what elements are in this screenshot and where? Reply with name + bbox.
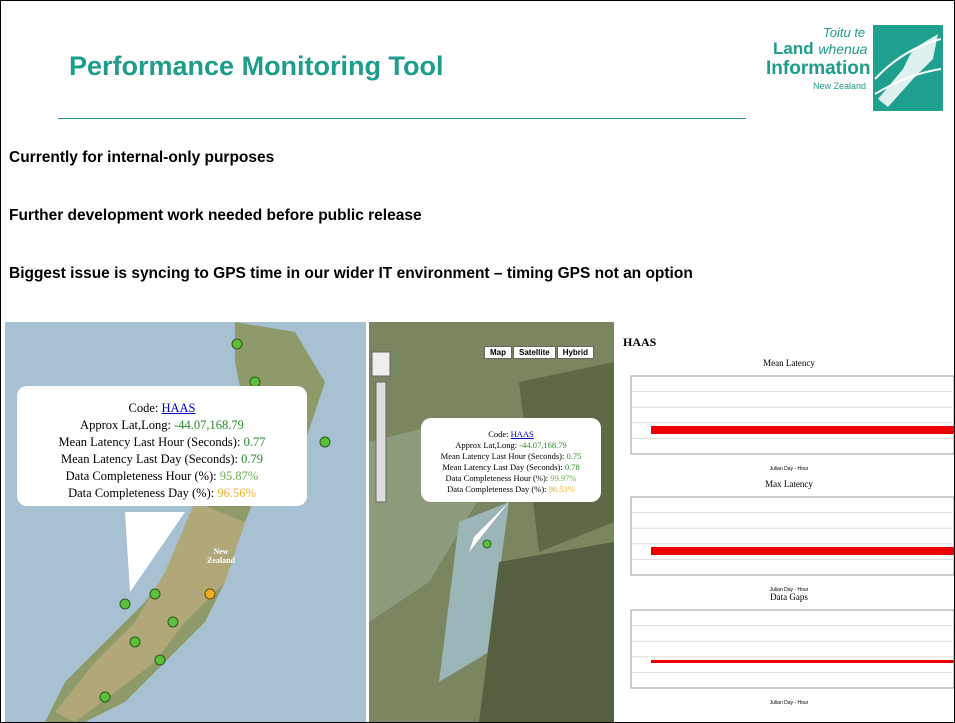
row-label: Data Completeness Hour (%): <box>445 473 548 483</box>
plot-frame <box>631 376 954 454</box>
logo-text: whenua <box>818 41 867 57</box>
row-value: 0.75 <box>566 451 581 461</box>
bullet: Further development work needed before p… <box>9 206 936 226</box>
row-label: Mean Latency Last Day (Seconds): <box>61 452 238 466</box>
station-link[interactable]: HAAS <box>161 401 195 415</box>
row-label: Approx Lat,Long: <box>455 440 517 450</box>
map-terrain <box>369 322 614 722</box>
panel-title: Mean Latency <box>763 358 815 368</box>
station-link[interactable]: HAAS <box>511 429 534 439</box>
code-label: Code: <box>128 401 158 415</box>
bullet: Currently for internal-only purposes <box>9 148 936 168</box>
panel-title: Data Gaps <box>770 592 808 602</box>
panel-title: Max Latency <box>765 479 813 489</box>
popup-row: Data Completeness Day (%): 96.53% <box>421 484 601 495</box>
popup-row: Approx Lat,Long: -44.07,168.79 <box>17 417 307 434</box>
popup-row: Mean Latency Last Hour (Seconds): 0.77 <box>17 434 307 451</box>
row-value: -44.07,168.79 <box>174 418 244 432</box>
signal-band <box>651 547 954 555</box>
logo-text: Land <box>773 39 814 58</box>
signal-band <box>651 660 954 663</box>
popup-row: Mean Latency Last Day (Seconds): 0.79 <box>17 451 307 468</box>
logo-text: Toitu te <box>823 25 865 40</box>
x-axis-label: Julian Day - Hour <box>770 466 809 472</box>
popup-row: Data Completeness Hour (%): 95.87% <box>17 468 307 485</box>
logo-text: Information <box>766 58 871 80</box>
row-label: Mean Latency Last Day (Seconds): <box>442 462 562 472</box>
row-value: 0.77 <box>244 435 266 449</box>
chart-panels: Mean Latency Julian Day - Hour Max Latency… <box>617 322 954 722</box>
popup-row: Data Completeness Day (%): 96.56% <box>17 485 307 502</box>
popup-row: Data Completeness Hour (%): 99.97% <box>421 473 601 484</box>
row-value: 99.97% <box>550 473 576 483</box>
popup-row: Approx Lat,Long: -44.07,168.79 <box>421 440 601 451</box>
x-axis-label: Julian Day - Hour <box>770 700 809 706</box>
plot-frame <box>631 497 954 575</box>
row-value: 95.87% <box>220 469 259 483</box>
title-rule <box>58 118 746 119</box>
row-value: 0.78 <box>565 462 580 472</box>
signal-band <box>651 426 954 434</box>
popup-row: Mean Latency Last Day (Seconds): 0.78 <box>421 462 601 473</box>
slide: Performance Monitoring Tool Toitu te Lan… <box>0 0 955 723</box>
popup-code: Code: HAAS <box>421 429 601 440</box>
code-label: Code: <box>488 429 508 439</box>
map-type-button[interactable]: Hybrid <box>557 346 594 359</box>
row-label: Data Completeness Hour (%): <box>66 469 217 483</box>
map-type-button[interactable]: Satellite <box>513 346 556 359</box>
row-value: 96.53% <box>549 484 575 494</box>
row-label: Data Completeness Day (%): <box>447 484 546 494</box>
row-label: Data Completeness Day (%): <box>68 486 214 500</box>
plot-frame <box>631 610 954 688</box>
row-label: Mean Latency Last Hour (Seconds): <box>59 435 241 449</box>
logo-text: Land whenua <box>773 39 867 59</box>
popup-code: Code: HAAS <box>17 400 307 417</box>
map-land <box>5 322 366 722</box>
row-label: Approx Lat,Long: <box>80 418 171 432</box>
popup-row: Mean Latency Last Hour (Seconds): 0.75 <box>421 451 601 462</box>
map-label: New Zealand <box>201 547 241 565</box>
map-type-button[interactable]: Map <box>484 346 512 359</box>
logo: Toitu te Land whenua Information New Zea… <box>763 19 943 115</box>
bullet: Biggest issue is syncing to GPS time in … <box>9 264 936 284</box>
row-value: -44.07,168.79 <box>519 440 566 450</box>
row-value: 0.79 <box>241 452 263 466</box>
logo-text: New Zealand <box>813 81 866 91</box>
row-value: 96.56% <box>217 486 256 500</box>
slide-title: Performance Monitoring Tool <box>69 51 444 82</box>
row-label: Mean Latency Last Hour (Seconds): <box>441 451 565 461</box>
